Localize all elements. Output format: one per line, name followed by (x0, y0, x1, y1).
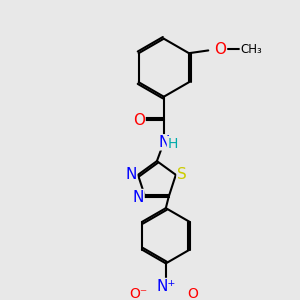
Text: O: O (188, 287, 198, 300)
Text: N: N (158, 135, 169, 150)
Text: CH₃: CH₃ (240, 43, 262, 56)
Text: N: N (133, 190, 144, 205)
Text: N⁺: N⁺ (156, 279, 176, 294)
Text: O⁻: O⁻ (130, 287, 148, 300)
Text: S: S (177, 167, 187, 182)
Text: H: H (167, 137, 178, 151)
Text: N: N (125, 167, 137, 182)
Text: O: O (133, 113, 145, 128)
Text: O: O (214, 42, 226, 57)
